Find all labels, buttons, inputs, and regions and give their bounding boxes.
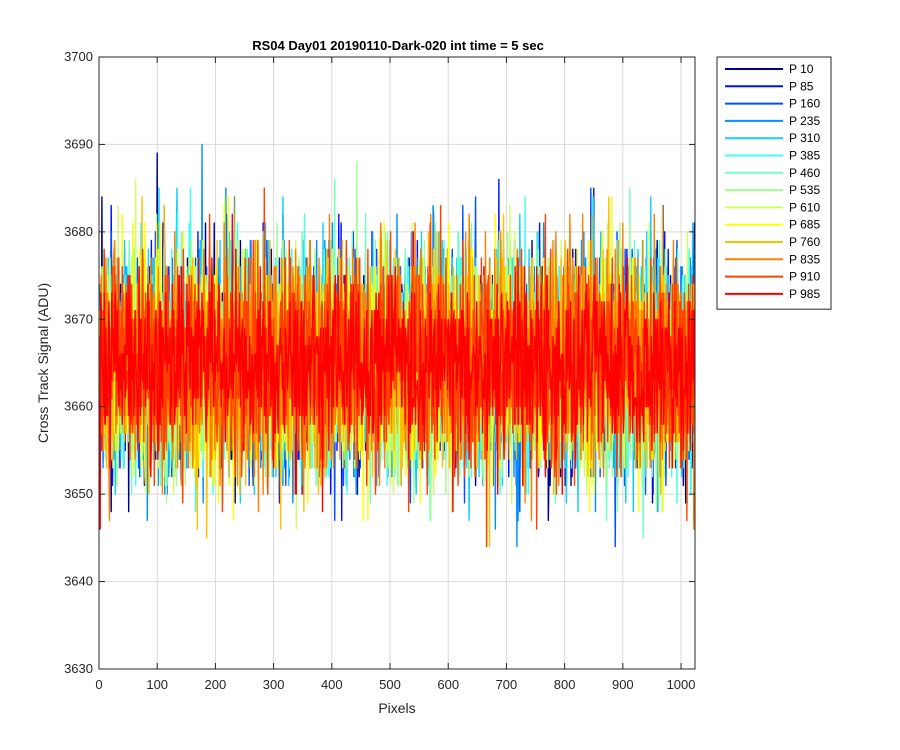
legend-label: P 610 [789, 200, 820, 214]
plot-frame [98, 56, 696, 670]
legend-label: P 85 [789, 79, 814, 93]
legend-label: P 10 [789, 62, 814, 76]
x-tick-label: 600 [437, 677, 459, 692]
x-axis-label: Pixels [378, 700, 415, 716]
chart-title: RS04 Day01 20190110-Dark-020 int time = … [252, 38, 544, 53]
plot-area [98, 56, 696, 670]
x-tick-label: 500 [379, 677, 401, 692]
y-tick-label: 3670 [64, 311, 93, 326]
x-tick-label: 100 [146, 677, 168, 692]
legend-box [716, 56, 832, 310]
x-tick-label: 1000 [667, 677, 696, 692]
legend-label: P 835 [789, 252, 820, 266]
y-tick-label: 3640 [64, 574, 93, 589]
series-layer [99, 143, 695, 548]
y-tick-label: 3630 [64, 661, 93, 676]
series-line-p-985 [99, 213, 695, 530]
legend-label: P 385 [789, 149, 820, 163]
legend-label: P 235 [789, 114, 820, 128]
y-tick-label: 3660 [64, 399, 93, 414]
legend: P 10 P 85 P 160 P 235 P 310 P 385 P 460 P 535 P … [716, 56, 832, 310]
y-tick-label: 3650 [64, 486, 93, 501]
y-tick-label: 3690 [64, 136, 93, 151]
x-tick-label: 400 [321, 677, 343, 692]
legend-label: P 760 [789, 235, 820, 249]
legend-label: P 910 [789, 270, 820, 284]
legend-label: P 310 [789, 131, 820, 145]
y-axis-label: Cross Track Signal (ADU) [35, 283, 51, 443]
legend-label: P 535 [789, 183, 820, 197]
legend-label: P 985 [789, 287, 820, 301]
x-tick-label: 300 [263, 677, 285, 692]
legend-label: P 160 [789, 97, 820, 111]
x-tick-label: 700 [496, 677, 518, 692]
x-tick-label: 200 [205, 677, 227, 692]
y-tick-label: 3680 [64, 224, 93, 239]
x-tick-label: 800 [554, 677, 576, 692]
legend-label: P 685 [789, 218, 820, 232]
axis-ticks [98, 56, 695, 670]
legend-label: P 460 [789, 166, 820, 180]
x-tick-label: 900 [612, 677, 634, 692]
y-tick-label: 3700 [64, 49, 93, 64]
x-tick-label: 0 [95, 677, 102, 692]
